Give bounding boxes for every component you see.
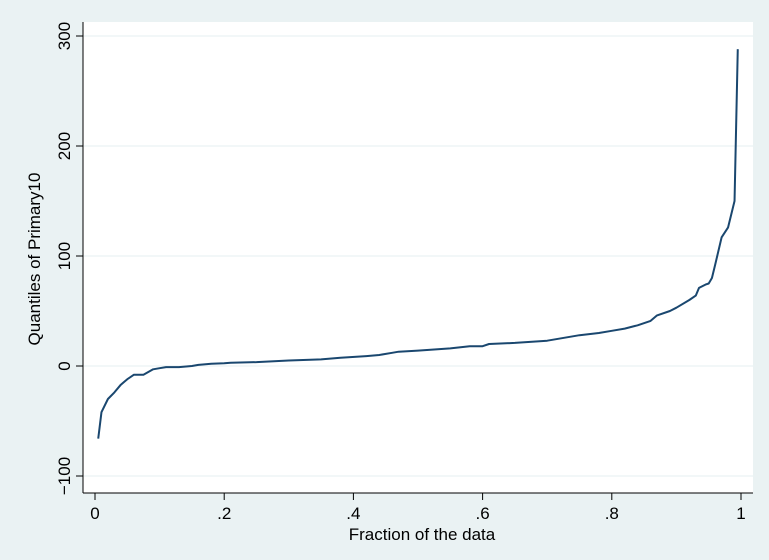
series-line <box>97 49 739 439</box>
y-tick-label: 200 <box>55 132 74 160</box>
y-tick-label: 100 <box>55 242 74 270</box>
y-tick-label: 300 <box>55 22 74 50</box>
x-ticks: 0 .2 .4 .6 .8 1 <box>90 493 746 523</box>
y-ticks: −100 0 100 200 300 <box>55 22 83 495</box>
y-axis-title: Quantiles of Primary10 <box>25 173 44 346</box>
y-tick-label: 0 <box>55 361 74 370</box>
y-tick-label: −100 <box>55 457 74 495</box>
x-tick-label: .4 <box>346 504 360 523</box>
x-tick-label: .6 <box>476 504 490 523</box>
x-axis-title: Fraction of the data <box>349 525 496 544</box>
x-tick-label: 0 <box>90 504 99 523</box>
x-tick-label: .2 <box>217 504 231 523</box>
x-tick-label: .8 <box>605 504 619 523</box>
x-tick-label: 1 <box>736 504 745 523</box>
plot-area <box>83 22 753 493</box>
